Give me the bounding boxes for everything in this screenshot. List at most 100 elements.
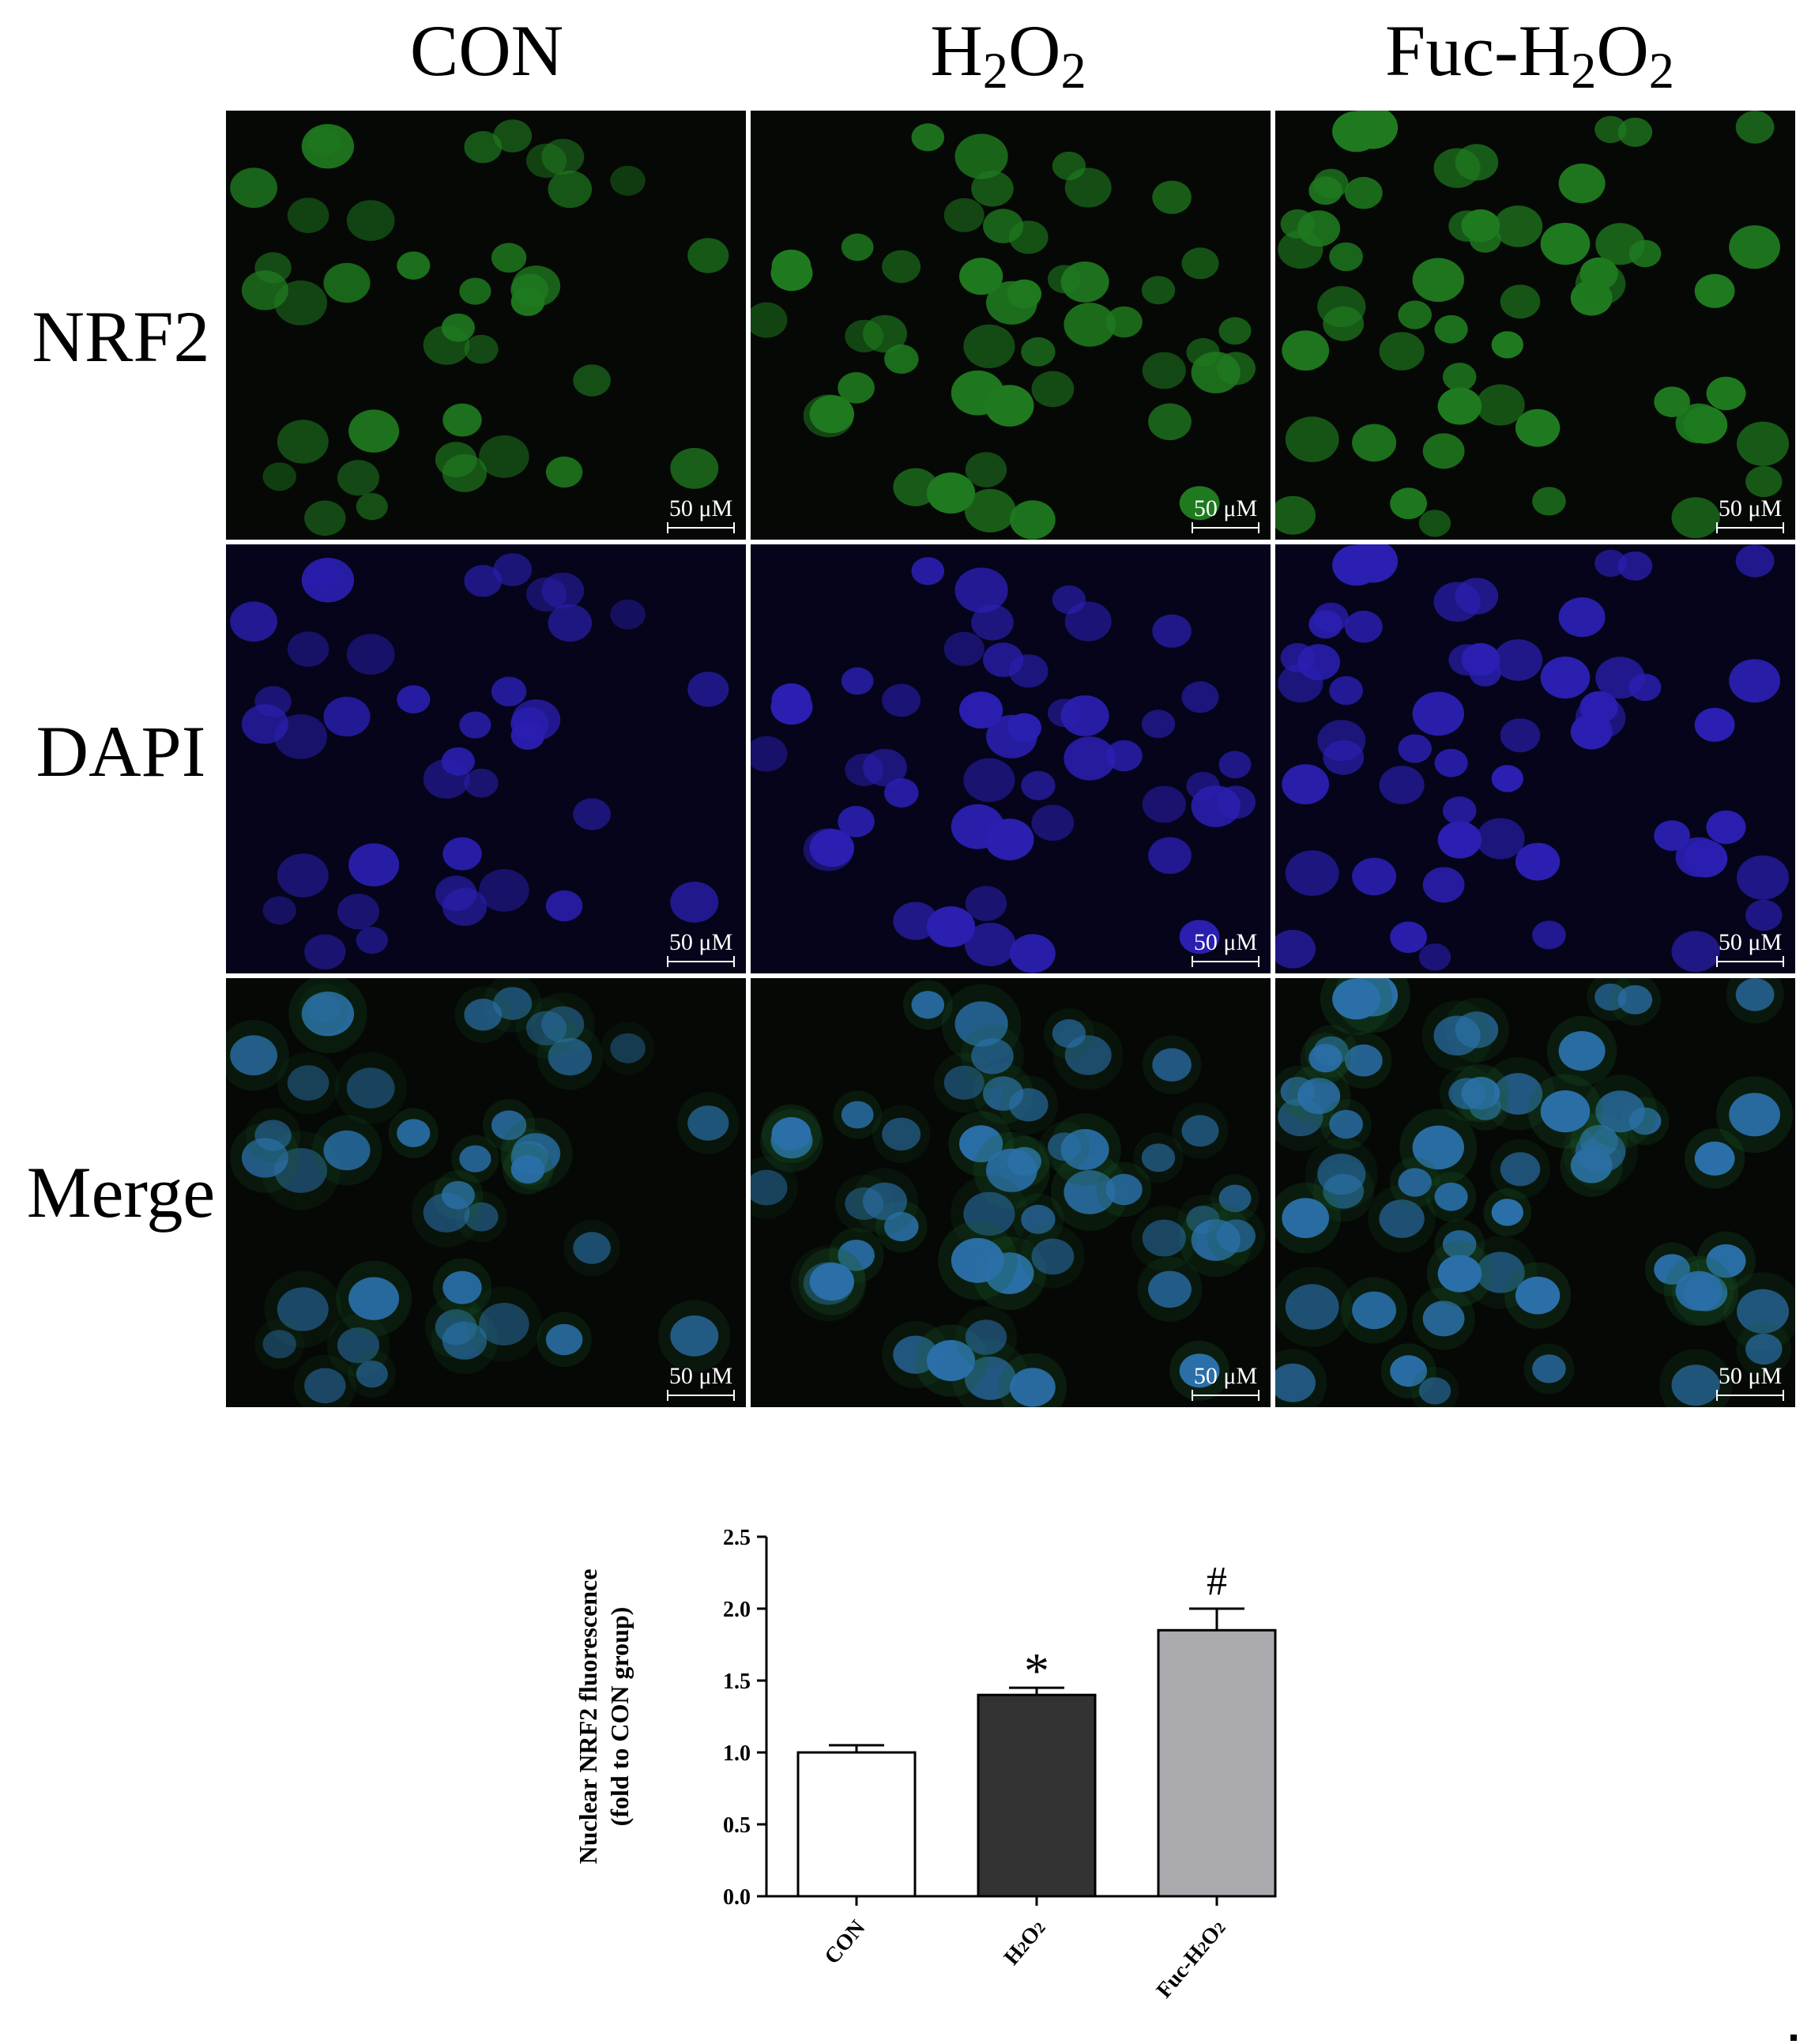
cell-nucleus [1671,497,1720,539]
bar-h2o2 [977,1693,1097,1898]
cell-nucleus [1491,331,1523,359]
significance-marker: * [1024,1643,1049,1699]
micrograph-image [226,544,746,973]
cell-nucleus [464,1202,499,1232]
cell-nucleus [1745,899,1783,932]
cell-nucleus [882,683,921,717]
cell-nucleus [1575,696,1626,740]
cell-nucleus [964,922,1016,966]
cell-nucleus [1308,610,1342,639]
cell-nucleus [1052,585,1086,615]
cell-nucleus [356,493,388,521]
cell-nucleus [1297,210,1341,247]
scale-bar: 50 μM [667,931,735,967]
cell-nucleus [1448,1078,1486,1109]
cell-nucleus [307,994,341,1023]
cell-nucleus [841,667,874,695]
cell-cytoplasm [254,1319,305,1369]
x-tick-label: CON [820,1916,871,1970]
cell-nucleus [1532,487,1566,516]
cell-nucleus [687,238,729,273]
cell-nucleus [464,564,503,597]
cell-nucleus [346,634,395,675]
cell-nucleus [1332,978,1381,1020]
scale-bar-line [1192,956,1259,967]
cell-nucleus [304,500,346,536]
cell-nucleus [423,1192,470,1233]
cell-nucleus [1047,698,1082,728]
cell-nucleus [1064,736,1116,781]
cell-nucleus [397,685,431,713]
cell-nucleus [1675,1270,1723,1311]
cell-nucleus [442,887,488,926]
cell-nucleus [1148,1270,1192,1308]
cell-nucleus [1433,1015,1481,1056]
cell-nucleus [884,344,919,375]
cell-nucleus [1181,681,1219,713]
cell-nucleus [1317,1154,1366,1195]
cell-nucleus [1105,1173,1143,1206]
cell-nucleus [1179,486,1220,521]
cell-nucleus [986,714,1037,759]
cell-nucleus [1344,1044,1383,1077]
cell-nucleus [423,325,470,365]
cell-nucleus [464,130,503,164]
cell-nucleus [1297,1078,1341,1115]
cell-nucleus [548,1037,593,1076]
cell-nucleus [1422,867,1465,903]
scale-bar-line [667,956,735,967]
column-header-label: CON [409,10,564,91]
column-header-label: Fuc-H [1385,10,1572,91]
cell-nucleus [1575,1130,1626,1173]
cell-nucleus [1595,223,1645,265]
cell-nucleus [1105,306,1143,338]
scale-bar-line [667,522,735,533]
micrograph-nrf2-h2o2: 50 μM [751,111,1271,540]
cell-nucleus [1595,657,1645,699]
cell-nucleus [926,1340,976,1381]
cell-nucleus [545,890,583,922]
cell-nucleus [423,759,470,799]
y-tick-label: 0.5 [723,1813,751,1838]
cell-nucleus [1540,657,1591,699]
cell-nucleus [1152,1048,1192,1082]
cell-nucleus [884,1211,919,1242]
cell-nucleus [1412,258,1464,303]
cell-nucleus [459,277,491,305]
cell-nucleus [348,843,400,886]
cell-nucleus [1737,855,1789,900]
cell-nucleus [954,1001,1008,1047]
cell-nucleus [841,233,874,262]
cell-nucleus [1285,416,1339,462]
cell-nucleus [1675,837,1723,877]
micrograph-dapi-h2o2: 50 μM [751,544,1271,973]
cell-nucleus [1047,265,1082,294]
cell-nucleus [1021,1204,1056,1234]
cell-nucleus [911,991,945,1019]
cell-nucleus [1735,978,1775,1011]
cell-nucleus [1617,984,1653,1014]
cell-nucleus [346,200,395,241]
cell-nucleus [1141,710,1176,739]
cell-nucleus [1352,1291,1397,1330]
column-header-con: CON [226,14,747,87]
cell-nucleus [963,758,1015,802]
bar-fuc-h2o2 [1157,1628,1277,1898]
cell-nucleus [1379,766,1425,804]
cell-nucleus [771,683,811,717]
x-tick-label: Fuc-H2O2 [1152,1916,1231,2003]
cell-nucleus [1216,785,1256,819]
cell-nucleus [1737,1289,1789,1334]
scale-bar: 50 μM [1716,497,1784,533]
cell-nucleus [965,1319,1007,1355]
cell-nucleus [1021,770,1056,800]
cell-nucleus [863,1182,907,1221]
cell-nucleus [964,488,1016,533]
cell-nucleus [1694,1141,1735,1176]
scale-bar: 50 μM [1192,497,1259,533]
cell-nucleus [1398,300,1432,329]
cell-nucleus [959,1125,1003,1163]
cell-nucleus [1437,387,1482,425]
cell-nucleus [882,250,921,284]
scale-bar-label: 50 μM [668,495,733,521]
